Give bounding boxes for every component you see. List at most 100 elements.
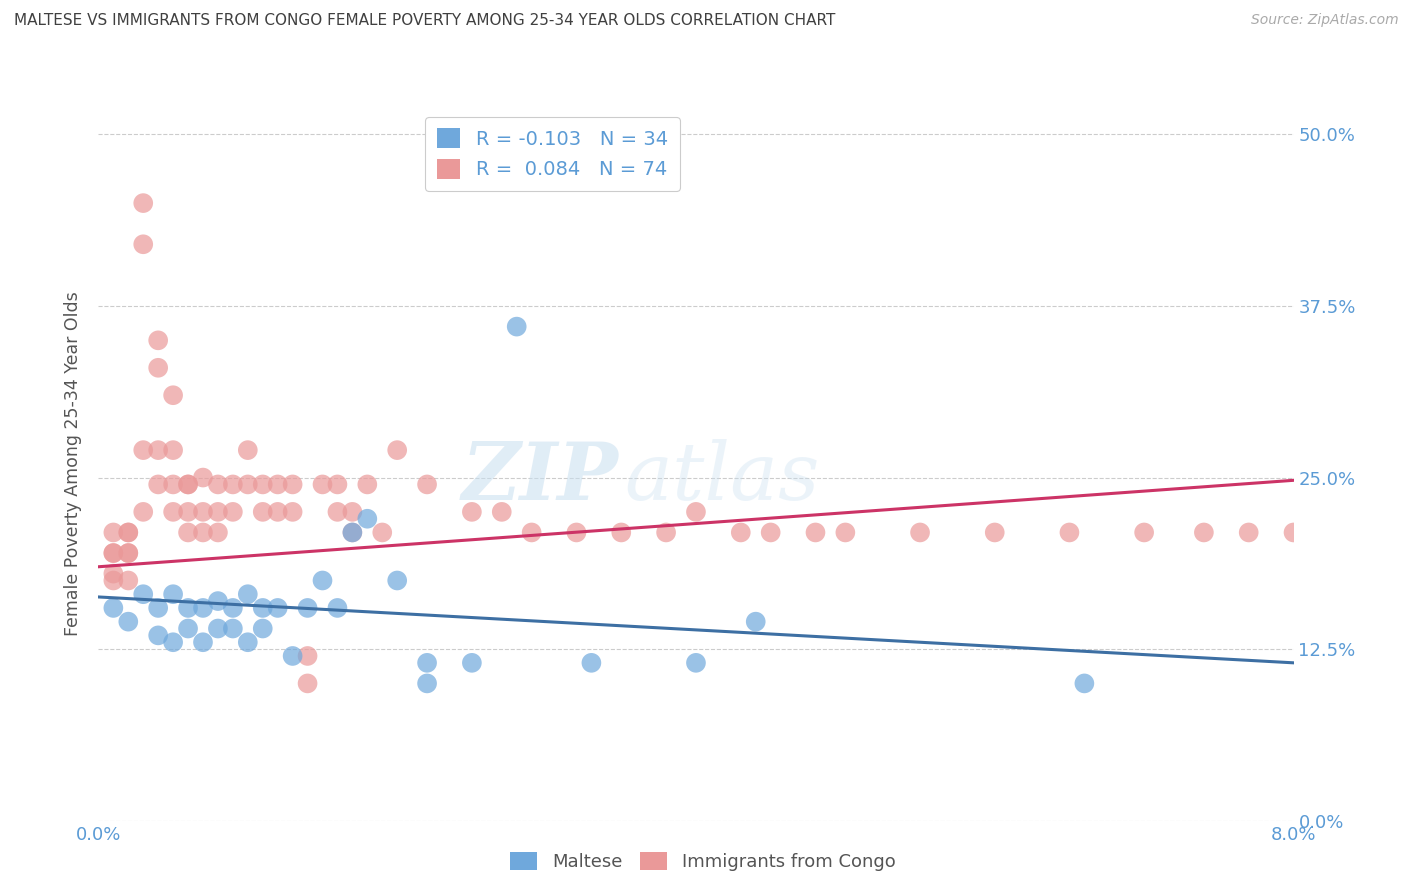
Point [983, 525, 1005, 540]
Point [162, 635, 184, 649]
Point [342, 505, 364, 519]
Point [506, 319, 529, 334]
Point [117, 546, 139, 560]
Point [117, 574, 139, 588]
Point [1073, 676, 1095, 690]
Point [730, 525, 752, 540]
Point [834, 525, 856, 540]
Point [162, 443, 184, 458]
Text: Source: ZipAtlas.com: Source: ZipAtlas.com [1251, 13, 1399, 28]
Point [267, 505, 290, 519]
Point [252, 505, 274, 519]
Point [371, 525, 394, 540]
Point [132, 443, 155, 458]
Point [132, 587, 155, 601]
Point [236, 587, 259, 601]
Point [491, 505, 513, 519]
Text: ZIP: ZIP [461, 440, 619, 516]
Point [148, 360, 170, 375]
Point [191, 601, 214, 615]
Point [581, 656, 603, 670]
Point [342, 525, 364, 540]
Point [461, 656, 484, 670]
Point [177, 505, 200, 519]
Point [148, 601, 170, 615]
Point [162, 587, 184, 601]
Point [117, 615, 139, 629]
Point [177, 477, 200, 491]
Point [281, 505, 304, 519]
Point [222, 622, 245, 636]
Point [132, 196, 155, 211]
Point [148, 443, 170, 458]
Point [685, 505, 707, 519]
Point [207, 505, 229, 519]
Point [565, 525, 588, 540]
Y-axis label: Female Poverty Among 25-34 Year Olds: Female Poverty Among 25-34 Year Olds [65, 292, 83, 636]
Point [297, 601, 319, 615]
Point [685, 656, 707, 670]
Point [103, 601, 125, 615]
Point [177, 622, 200, 636]
Point [162, 505, 184, 519]
Point [177, 601, 200, 615]
Point [222, 505, 245, 519]
Point [655, 525, 678, 540]
Point [103, 546, 125, 560]
Point [132, 237, 155, 252]
Point [804, 525, 827, 540]
Point [191, 525, 214, 540]
Point [103, 574, 125, 588]
Point [162, 477, 184, 491]
Point [311, 574, 333, 588]
Point [385, 443, 409, 458]
Point [297, 676, 319, 690]
Point [236, 443, 259, 458]
Point [342, 525, 364, 540]
Point [281, 477, 304, 491]
Point [281, 648, 304, 663]
Point [148, 477, 170, 491]
Point [416, 477, 439, 491]
Point [191, 635, 214, 649]
Point [908, 525, 931, 540]
Point [191, 470, 214, 484]
Point [461, 505, 484, 519]
Point [1357, 525, 1379, 540]
Point [252, 601, 274, 615]
Point [385, 574, 409, 588]
Point [520, 525, 543, 540]
Point [1192, 525, 1215, 540]
Point [103, 546, 125, 560]
Point [117, 525, 139, 540]
Point [148, 334, 170, 348]
Point [148, 628, 170, 642]
Point [311, 477, 333, 491]
Legend: Maltese, Immigrants from Congo: Maltese, Immigrants from Congo [503, 845, 903, 879]
Point [117, 525, 139, 540]
Point [103, 525, 125, 540]
Point [745, 615, 768, 629]
Point [267, 477, 290, 491]
Point [132, 505, 155, 519]
Point [236, 477, 259, 491]
Point [252, 477, 274, 491]
Point [207, 594, 229, 608]
Point [297, 648, 319, 663]
Point [177, 525, 200, 540]
Point [222, 477, 245, 491]
Point [1282, 525, 1305, 540]
Text: MALTESE VS IMMIGRANTS FROM CONGO FEMALE POVERTY AMONG 25-34 YEAR OLDS CORRELATIO: MALTESE VS IMMIGRANTS FROM CONGO FEMALE … [14, 13, 835, 29]
Point [356, 477, 378, 491]
Legend: R = -0.103   N = 34, R =  0.084   N = 74: R = -0.103 N = 34, R = 0.084 N = 74 [426, 117, 679, 191]
Point [326, 477, 349, 491]
Point [207, 525, 229, 540]
Point [1237, 525, 1260, 540]
Point [191, 505, 214, 519]
Point [236, 635, 259, 649]
Point [759, 525, 782, 540]
Point [207, 477, 229, 491]
Point [326, 505, 349, 519]
Point [326, 601, 349, 615]
Point [252, 622, 274, 636]
